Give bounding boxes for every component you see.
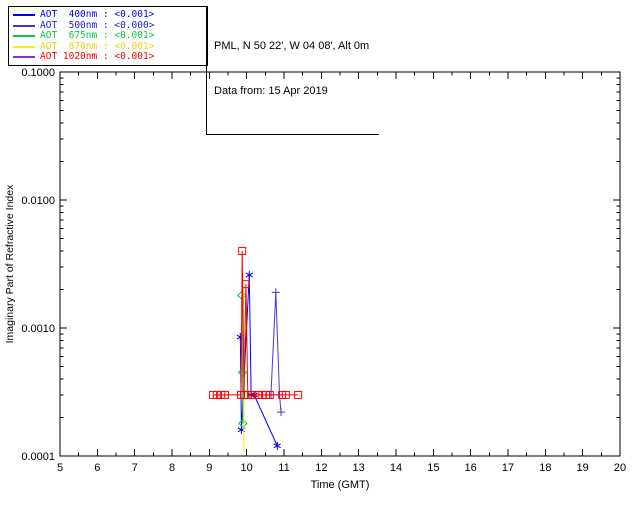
legend-line-sample-icon — [13, 14, 35, 17]
legend-item: AOT 675nm : <0.001> — [13, 30, 203, 42]
svg-text:8: 8 — [169, 462, 175, 474]
legend-line-sample-icon — [13, 56, 35, 59]
svg-text:17: 17 — [502, 462, 514, 474]
legend-line-sample-icon — [13, 24, 35, 27]
svg-text:9: 9 — [206, 462, 212, 474]
svg-text:18: 18 — [539, 462, 551, 474]
svg-text:0.0010: 0.0010 — [21, 323, 55, 335]
svg-text:12: 12 — [315, 462, 327, 474]
legend-item: AOT 1020nm : <0.001> — [13, 51, 203, 63]
legend-item: AOT 870nm : <0.001> — [13, 40, 203, 53]
y-axis — [60, 71, 620, 457]
svg-text:15: 15 — [427, 462, 439, 474]
legend-item: AOT 400nm : <0.001> — [13, 9, 203, 21]
svg-text:16: 16 — [465, 462, 477, 474]
station-annotation: PML, N 50 22', W 04 08', Alt 0m Data fro… — [206, 6, 380, 135]
y-axis-title: Imaginary Part of Refractive Index — [4, 184, 16, 343]
chart: 5 6 7 8 9 10 11 12 13 14 15 16 17 18 19 20 Time (GMT) 0.0… — [4, 67, 626, 491]
svg-text:13: 13 — [353, 462, 365, 474]
svg-text:5: 5 — [57, 462, 63, 474]
x-axis-title: Time (GMT) — [311, 479, 370, 491]
y-tick-labels: 0.0001 0.0010 0.0100 0.1000 — [21, 67, 55, 463]
x-tick-labels: 5 6 7 8 9 10 11 12 13 14 15 16 17 18 19 20 — [57, 462, 626, 474]
legend-label: AOT 675nm : <0.001> — [40, 30, 155, 41]
svg-text:6: 6 — [94, 462, 100, 474]
legend-label: AOT 1020nm : <0.001> — [40, 51, 155, 62]
annotation-station: PML, N 50 22', W 04 08', Alt 0m — [214, 40, 370, 52]
svg-text:0.1000: 0.1000 — [21, 67, 55, 79]
x-axis — [59, 72, 621, 456]
svg-text:14: 14 — [390, 462, 402, 474]
legend-item: AOT 500nm : <0.000> — [13, 19, 203, 32]
legend-line-sample-icon — [13, 45, 35, 48]
annotation-date: Data from: 15 Apr 2019 — [214, 85, 328, 97]
svg-text:19: 19 — [577, 462, 589, 474]
legend-label: AOT 500nm : <0.000> — [40, 19, 155, 31]
series-aot-1020nm — [209, 246, 303, 399]
legend-line-sample-icon — [13, 35, 35, 38]
svg-text:11: 11 — [278, 462, 289, 474]
plot-frame — [59, 71, 621, 457]
legend: AOT 400nm : <0.001> AOT 500nm : <0.000> AO… — [8, 6, 208, 66]
svg-text:10: 10 — [241, 462, 253, 474]
legend-label: AOT 870nm : <0.001> — [40, 40, 155, 52]
svg-text:0.0001: 0.0001 — [21, 451, 55, 463]
legend-label: AOT 400nm : <0.001> — [40, 9, 155, 20]
svg-text:20: 20 — [614, 462, 626, 474]
svg-text:7: 7 — [132, 462, 138, 474]
svg-text:0.0100: 0.0100 — [21, 195, 55, 207]
